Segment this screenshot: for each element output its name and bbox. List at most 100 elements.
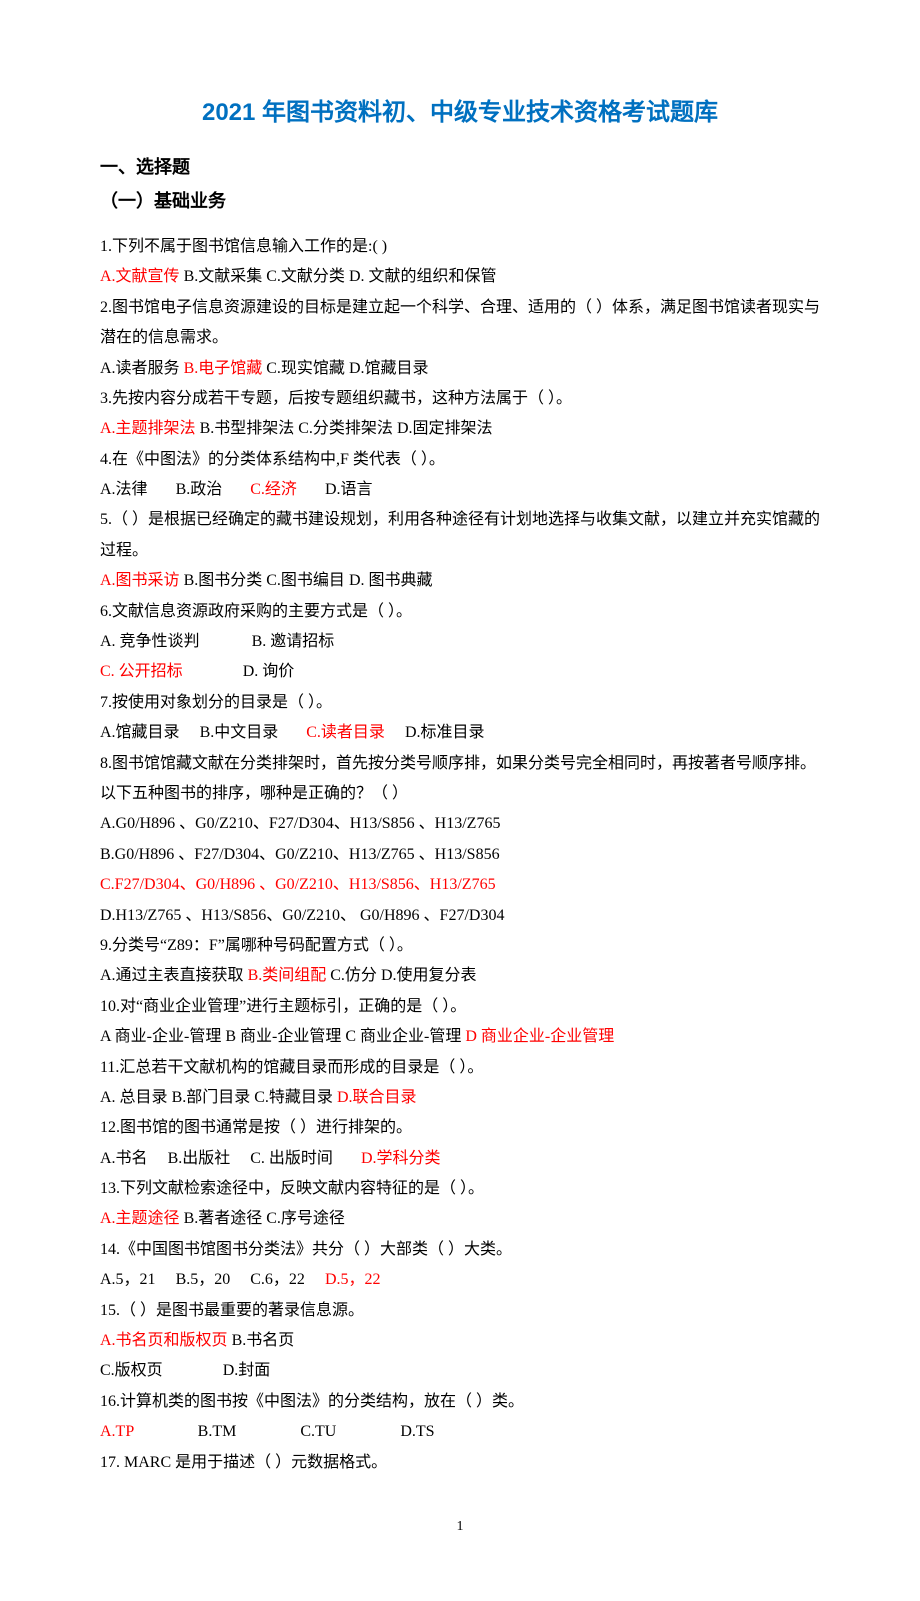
question-14: 14.《中国图书馆图书分类法》共分（ ）大部类（ ）大类。 xyxy=(100,1235,820,1265)
q12-opt-a: A.书名 xyxy=(100,1150,148,1167)
question-12-options: A.书名 B.出版社 C. 出版时间 D.学科分类 xyxy=(100,1144,820,1174)
q16-opt-a: A.TP xyxy=(100,1423,134,1440)
question-17: 17. MARC 是用于描述（ ）元数据格式。 xyxy=(100,1448,820,1478)
q1-opt-c: C.文献分类 xyxy=(266,268,345,285)
subsection-heading-1: （一）基础业务 xyxy=(100,184,820,218)
q5-opt-b: B.图书分类 xyxy=(184,572,263,589)
question-16: 16.计算机类的图书按《中图法》的分类结构，放在（ ）类。 xyxy=(100,1387,820,1417)
q10-opt-a: A 商业-企业-管理 xyxy=(100,1028,221,1045)
question-8: 8.图书馆馆藏文献在分类排架时，首先按分类号顺序排，如果分类号完全相同时，再按著… xyxy=(100,749,820,810)
question-11: 11.汇总若干文献机构的馆藏目录而形成的目录是（ ）。 xyxy=(100,1053,820,1083)
question-15-options-row1: A.书名页和版权页 B.书名页 xyxy=(100,1326,820,1356)
page-title: 2021 年图书资料初、中级专业技术资格考试题库 xyxy=(100,90,820,136)
q7-opt-b: B.中文目录 xyxy=(200,724,279,741)
q9-opt-d: D.使用复分表 xyxy=(381,967,477,984)
q7-opt-c: C.读者目录 xyxy=(306,724,385,741)
q4-opt-a: A.法律 xyxy=(100,481,148,498)
q3-opt-d: D.固定排架法 xyxy=(397,420,493,437)
q9-opt-b: B.类间组配 xyxy=(248,967,327,984)
q6-opt-c: C. 公开招标 xyxy=(100,663,183,680)
q16-opt-b: B.TM xyxy=(198,1423,237,1440)
q11-opt-a: A. 总目录 xyxy=(100,1089,168,1106)
question-4: 4.在《中图法》的分类体系结构中,F 类代表（ ）。 xyxy=(100,445,820,475)
q5-opt-a: A.图书采访 xyxy=(100,572,180,589)
question-12: 12.图书馆的图书通常是按（ ）进行排架的。 xyxy=(100,1113,820,1143)
q5-opt-d: D. 图书典藏 xyxy=(349,572,433,589)
q2-opt-b: B.电子馆藏 xyxy=(184,360,263,377)
q8-opt-b: B.G0/H896 、F27/D304、G0/Z210、H13/Z765 、H1… xyxy=(100,840,820,870)
q12-opt-c: C. 出版时间 xyxy=(250,1150,333,1167)
q12-opt-d: D.学科分类 xyxy=(361,1150,441,1167)
q16-opt-d: D.TS xyxy=(400,1423,434,1440)
question-4-options: A.法律 B.政治 C.经济 D.语言 xyxy=(100,475,820,505)
q15-opt-a: A.书名页和版权页 xyxy=(100,1332,228,1349)
q10-opt-d: D 商业企业-企业管理 xyxy=(465,1028,614,1045)
q4-opt-d: D.语言 xyxy=(325,481,373,498)
question-3-options: A.主题排架法 B.书型排架法 C.分类排架法 D.固定排架法 xyxy=(100,414,820,444)
q15-opt-b: B.书名页 xyxy=(232,1332,295,1349)
q6-opt-a: A. 竞争性谈判 xyxy=(100,633,200,650)
question-16-options: A.TP B.TM C.TU D.TS xyxy=(100,1417,820,1447)
q10-opt-b: B 商业-企业管理 xyxy=(225,1028,341,1045)
question-9: 9.分类号“Z89：F”属哪种号码配置方式（ ）。 xyxy=(100,931,820,961)
q11-opt-d: D.联合目录 xyxy=(337,1089,417,1106)
question-6-options-row2: C. 公开招标 D. 询价 xyxy=(100,657,820,687)
question-2-options: A.读者服务 B.电子馆藏 C.现实馆藏 D.馆藏目录 xyxy=(100,354,820,384)
question-15-options-row2: C.版权页 D.封面 xyxy=(100,1356,820,1386)
q5-opt-c: C.图书编目 xyxy=(266,572,345,589)
question-13-options: A.主题途径 B.著者途径 C.序号途径 xyxy=(100,1204,820,1234)
q16-opt-c: C.TU xyxy=(300,1423,336,1440)
q8-opt-c: C.F27/D304、G0/H896 、G0/Z210、H13/S856、H13… xyxy=(100,870,820,900)
q3-opt-c: C.分类排架法 xyxy=(298,420,393,437)
q15-opt-c: C.版权页 xyxy=(100,1362,163,1379)
q14-opt-b: B.5，20 xyxy=(176,1271,231,1288)
q6-opt-b: B. 邀请招标 xyxy=(252,633,335,650)
question-1-options: A.文献宣传 B.文献采集 C.文献分类 D. 文献的组织和保管 xyxy=(100,262,820,292)
q10-opt-c: C 商业企业-管理 xyxy=(345,1028,461,1045)
q1-opt-a: A.文献宣传 xyxy=(100,268,180,285)
section-heading-1: 一、选择题 xyxy=(100,150,820,184)
question-10-options: A 商业-企业-管理 B 商业-企业管理 C 商业企业-管理 D 商业企业-企业… xyxy=(100,1022,820,1052)
q2-opt-c: C.现实馆藏 xyxy=(266,360,345,377)
question-6: 6.文献信息资源政府采购的主要方式是（ ）。 xyxy=(100,597,820,627)
q9-opt-a: A.通过主表直接获取 xyxy=(100,967,244,984)
q9-opt-c: C.仿分 xyxy=(330,967,377,984)
q14-opt-a: A.5，21 xyxy=(100,1271,156,1288)
question-7-options: A.馆藏目录 B.中文目录 C.读者目录 D.标准目录 xyxy=(100,718,820,748)
question-5: 5.（ ）是根据已经确定的藏书建设规划，利用各种途径有计划地选择与收集文献，以建… xyxy=(100,505,820,566)
question-1: 1.下列不属于图书馆信息输入工作的是:( ) xyxy=(100,232,820,262)
q2-opt-a: A.读者服务 xyxy=(100,360,180,377)
q7-opt-a: A.馆藏目录 xyxy=(100,724,180,741)
q1-opt-b: B.文献采集 xyxy=(184,268,263,285)
q4-opt-c: C.经济 xyxy=(250,481,297,498)
q13-opt-b: B.著者途径 xyxy=(184,1210,263,1227)
q3-opt-a: A.主题排架法 xyxy=(100,420,196,437)
question-3: 3.先按内容分成若干专题，后按专题组织藏书，这种方法属于（ ）。 xyxy=(100,384,820,414)
q8-opt-a: A.G0/H896 、G0/Z210、F27/D304、H13/S856 、H1… xyxy=(100,809,820,839)
q4-opt-b: B.政治 xyxy=(176,481,223,498)
q7-opt-d: D.标准目录 xyxy=(405,724,485,741)
question-10: 10.对“商业企业管理”进行主题标引，正确的是（ ）。 xyxy=(100,992,820,1022)
q12-opt-b: B.出版社 xyxy=(168,1150,231,1167)
q13-opt-a: A.主题途径 xyxy=(100,1210,180,1227)
q14-opt-c: C.6，22 xyxy=(250,1271,305,1288)
q11-opt-c: C.特藏目录 xyxy=(254,1089,333,1106)
q8-opt-d: D.H13/Z765 、H13/S856、G0/Z210、 G0/H896 、F… xyxy=(100,901,820,931)
q2-opt-d: D.馆藏目录 xyxy=(349,360,429,377)
question-14-options: A.5，21 B.5，20 C.6，22 D.5，22 xyxy=(100,1265,820,1295)
question-11-options: A. 总目录 B.部门目录 C.特藏目录 D.联合目录 xyxy=(100,1083,820,1113)
question-5-options: A.图书采访 B.图书分类 C.图书编目 D. 图书典藏 xyxy=(100,566,820,596)
question-7: 7.按使用对象划分的目录是（ ）。 xyxy=(100,688,820,718)
q13-opt-c: C.序号途径 xyxy=(266,1210,345,1227)
q3-opt-b: B.书型排架法 xyxy=(200,420,295,437)
question-15: 15.（ ）是图书最重要的著录信息源。 xyxy=(100,1296,820,1326)
page-number: 1 xyxy=(100,1514,820,1541)
q14-opt-d: D.5，22 xyxy=(325,1271,381,1288)
question-9-options: A.通过主表直接获取 B.类间组配 C.仿分 D.使用复分表 xyxy=(100,961,820,991)
question-6-options-row1: A. 竞争性谈判 B. 邀请招标 xyxy=(100,627,820,657)
question-2: 2.图书馆电子信息资源建设的目标是建立起一个科学、合理、适用的（ ）体系，满足图… xyxy=(100,293,820,354)
question-13: 13.下列文献检索途径中，反映文献内容特征的是（ ）。 xyxy=(100,1174,820,1204)
q6-opt-d: D. 询价 xyxy=(243,663,295,680)
q1-opt-d: D. 文献的组织和保管 xyxy=(349,268,497,285)
q11-opt-b: B.部门目录 xyxy=(172,1089,251,1106)
